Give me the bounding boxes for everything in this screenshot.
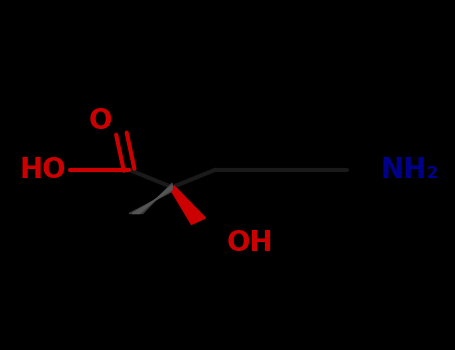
Polygon shape (132, 185, 172, 214)
Text: NH₂: NH₂ (380, 156, 439, 184)
Text: O: O (89, 107, 112, 135)
Text: HO: HO (20, 156, 66, 184)
Text: OH: OH (227, 229, 273, 257)
Polygon shape (170, 186, 206, 224)
Polygon shape (129, 183, 172, 214)
